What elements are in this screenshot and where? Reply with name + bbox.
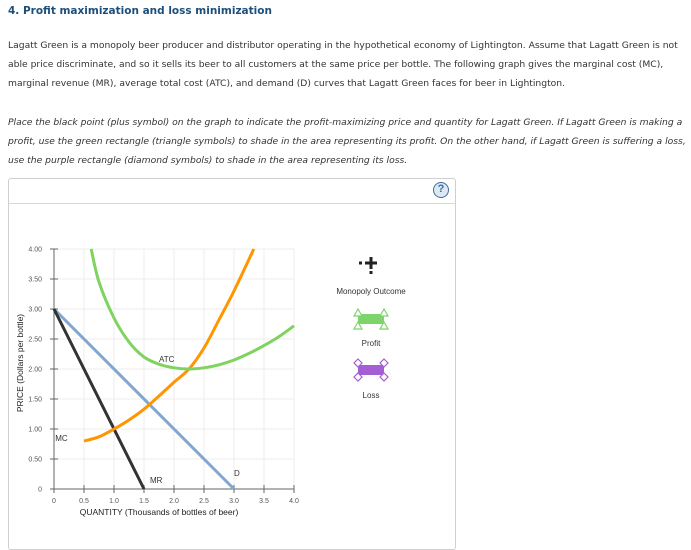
- y-tick-label: 0.50: [28, 457, 42, 464]
- x-tick-label: 0.5: [79, 498, 89, 505]
- y-tick-label: 0: [38, 487, 42, 494]
- green-rectangle-triangle-icon[interactable]: [352, 307, 390, 330]
- y-tick-label: 1.00: [28, 427, 42, 434]
- help-icon[interactable]: ?: [433, 182, 449, 198]
- graph-panel: ? 0 0.50 1.00 1.50 2.00 2.50 3.00 3.50 4.00 0 0.5 1…: [8, 178, 456, 550]
- curve-d: [52, 307, 236, 491]
- curve-label-mc: MC: [55, 434, 68, 443]
- plus-point-icon[interactable]: [359, 257, 377, 274]
- y-tick-label: 2.00: [28, 367, 42, 374]
- curve-mc: [83, 248, 256, 443]
- x-tick-label: 3.5: [259, 498, 269, 505]
- y-tick-label: 3.00: [28, 307, 42, 314]
- legend-label-profit: Profit: [362, 339, 381, 348]
- intro-paragraph: Lagatt Green is a monopoly beer producer…: [8, 40, 678, 89]
- curve-label-atc: ATC: [159, 355, 175, 364]
- page-title: 4. Profit maximization and loss minimiza…: [8, 5, 272, 17]
- legend-label-loss: Loss: [363, 391, 380, 400]
- y-tick-label: 3.50: [28, 277, 42, 284]
- instructions-paragraph: Place the black point (plus symbol) on t…: [8, 117, 686, 166]
- purple-rectangle-diamond-icon[interactable]: [353, 358, 389, 382]
- y-tick-label: 4.00: [28, 247, 42, 254]
- x-axis-title: QUANTITY (Thousands of bottles of beer): [80, 507, 239, 517]
- curve-label-d: D: [234, 469, 240, 478]
- x-tick-label: 2.5: [199, 498, 209, 505]
- monopoly-graph[interactable]: 0 0.50 1.00 1.50 2.00 2.50 3.00 3.50 4.00 0 0.5 1.0…: [9, 179, 455, 549]
- x-tick-label: 3.0: [229, 498, 239, 505]
- curve-labels: D MR MC ATC: [55, 355, 240, 485]
- panel-header: ?: [9, 179, 455, 204]
- curve-label-mr: MR: [150, 476, 163, 485]
- curve-atc: [89, 248, 295, 371]
- curve-mr: [52, 308, 146, 490]
- y-axis-title: PRICE (Dollars per bottle): [15, 314, 25, 412]
- x-tick-label: 2.0: [169, 498, 179, 505]
- curves: [52, 248, 295, 491]
- y-tick-label: 1.50: [28, 397, 42, 404]
- legend-loss[interactable]: [353, 358, 389, 382]
- legend-profit[interactable]: [352, 307, 390, 330]
- x-tick-label: 0: [52, 498, 56, 505]
- x-tick-label: 4.0: [289, 498, 299, 505]
- legend-label-monopoly-outcome: Monopoly Outcome: [336, 287, 406, 296]
- axes: 0 0.50 1.00 1.50 2.00 2.50 3.00 3.50 4.00 0 0.5 1.0…: [28, 247, 299, 506]
- legend-monopoly-outcome[interactable]: [359, 257, 377, 274]
- x-tick-label: 1.0: [109, 498, 119, 505]
- x-tick-label: 1.5: [139, 498, 149, 505]
- y-tick-label: 2.50: [28, 337, 42, 344]
